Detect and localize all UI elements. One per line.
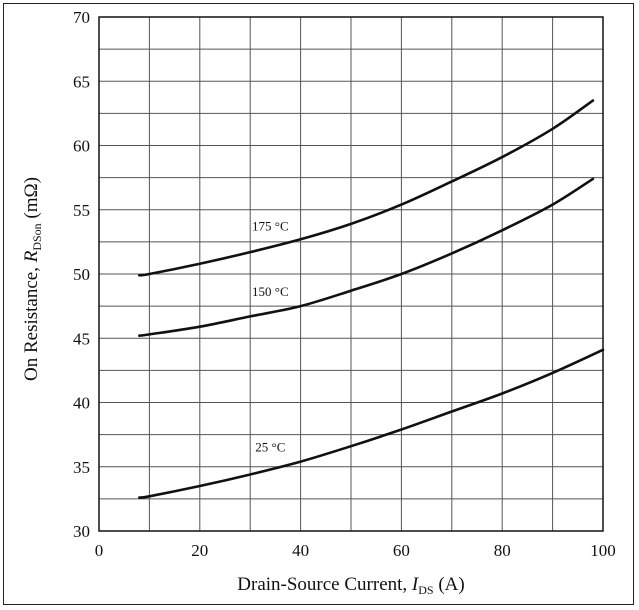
x-tick-labels: 0 20 40 60 80 100 <box>95 541 616 560</box>
chart-frame <box>3 3 634 605</box>
grid-lines <box>99 17 603 531</box>
y-tick-label: 55 <box>73 201 90 220</box>
y-tick-label: 65 <box>73 72 90 91</box>
curve-annotations: 175 °C 150 °C 25 °C <box>252 218 289 454</box>
x-tick-label: 20 <box>191 541 208 560</box>
y-tick-labels: 30 35 40 45 50 55 60 65 70 <box>73 8 90 541</box>
x-axis-label: Drain-Source Current, IDS (A) <box>237 574 464 597</box>
y-tick-label: 35 <box>73 458 90 477</box>
y-axis-label-prefix: On Resistance, <box>21 262 42 381</box>
y-axis-label: On Resistance, RDSon (mΩ) <box>21 177 44 381</box>
y-tick-label: 30 <box>73 522 90 541</box>
x-axis-label-suffix: (A) <box>434 574 465 595</box>
plot-border <box>98 16 604 532</box>
curve-annotation: 175 °C <box>252 218 289 233</box>
curve-annotation: 25 °C <box>255 439 285 454</box>
series-lines <box>138 99 605 499</box>
x-axis-label-subscript: DS <box>418 583 433 597</box>
x-axis-label-prefix: Drain-Source Current, <box>237 574 412 595</box>
x-tick-label: 80 <box>494 541 511 560</box>
x-tick-label: 60 <box>393 541 410 560</box>
y-axis-label-symbol: R <box>21 250 42 263</box>
x-tick-label: 100 <box>590 541 616 560</box>
x-axis-label-symbol: I <box>411 574 420 595</box>
y-tick-label: 70 <box>73 8 90 27</box>
y-tick-label: 60 <box>73 137 90 156</box>
y-axis-label-suffix: (mΩ) <box>21 177 42 223</box>
y-tick-label: 50 <box>73 265 90 284</box>
y-axis-label-subscript: DSon <box>30 223 44 250</box>
curve-annotation: 150 °C <box>252 284 289 299</box>
series-line <box>138 348 605 499</box>
series-line <box>138 177 595 337</box>
y-tick-label: 45 <box>73 329 90 348</box>
series-line <box>138 99 595 277</box>
x-tick-label: 40 <box>292 541 309 560</box>
x-tick-label: 0 <box>95 541 104 560</box>
y-tick-label: 40 <box>73 394 90 413</box>
